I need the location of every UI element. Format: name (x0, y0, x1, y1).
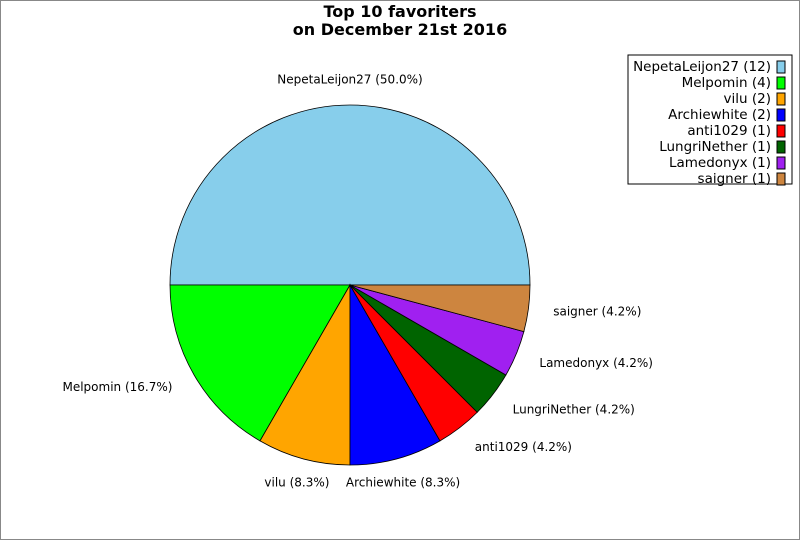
chart-title-line-2: on December 21st 2016 (293, 20, 507, 39)
legend-entry: anti1029 (1) (687, 123, 771, 139)
slice-label: Archiewhite (8.3%) (346, 476, 460, 490)
legend-swatch (776, 156, 786, 170)
pie-slice-vilu (259, 283, 351, 466)
pie-slice-Melpomin (169, 284, 351, 442)
legend-entry: Melpomin (4) (682, 75, 771, 91)
legend-swatch (776, 172, 786, 186)
slice-label: anti1029 (4.2%) (475, 440, 572, 454)
legend-swatch (776, 92, 786, 106)
legend-swatch (776, 124, 786, 138)
legend-entry: Archiewhite (2) (668, 107, 771, 123)
slice-label: vilu (8.3%) (264, 476, 329, 490)
legend-swatch (776, 140, 786, 154)
legend-swatch (776, 60, 786, 74)
legend-entry: Lamedonyx (1) (669, 155, 771, 171)
legend-swatch (776, 76, 786, 90)
slice-label: LungriNether (4.2%) (513, 402, 635, 416)
legend-entry: LungriNether (1) (659, 139, 771, 155)
legend-box (627, 54, 793, 185)
slice-label: Melpomin (16.7%) (62, 380, 172, 394)
chart-title-line-1: Top 10 favoriters (323, 2, 476, 21)
slice-label: Lamedonyx (4.2%) (539, 356, 653, 370)
legend-entry: vilu (2) (724, 91, 771, 107)
pie-slice-Archiewhite (349, 283, 441, 466)
legend-entry: NepetaLeijon27 (12) (633, 59, 771, 75)
slice-label: saigner (4.2%) (553, 304, 641, 318)
slice-label: NepetaLeijon27 (50.0%) (277, 73, 422, 87)
pie-slice-NepetaLeijon27 (169, 104, 531, 286)
legend-entry: saigner (1) (698, 171, 771, 187)
pie-slice-saigner (349, 284, 531, 333)
legend-swatch (776, 108, 786, 122)
